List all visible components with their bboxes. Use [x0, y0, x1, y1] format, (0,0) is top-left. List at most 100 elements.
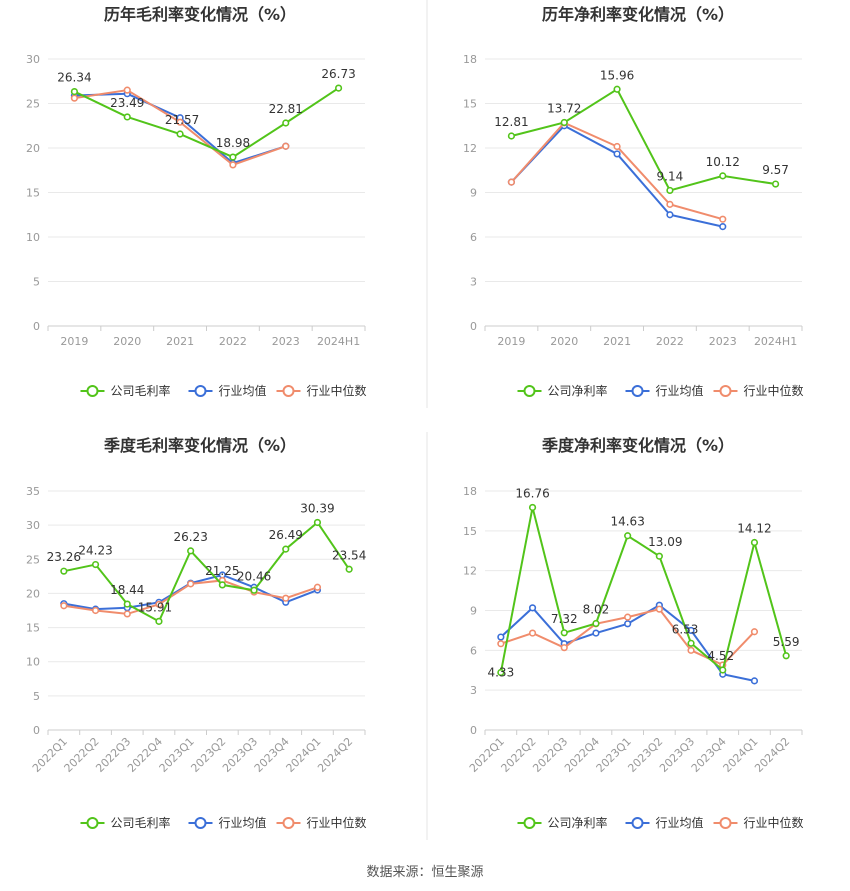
y-tick-label: 0 [33, 320, 40, 333]
data-point-company [560, 629, 568, 637]
y-tick-label: 15 [26, 622, 40, 635]
chart-quarterly-gross: 季度毛利率变化情况（%）051015202530352022Q12022Q220… [26, 436, 367, 830]
x-tick-label: 2023 [272, 335, 300, 348]
x-tick-label: 2020 [550, 335, 578, 348]
data-point-industry_median [624, 613, 632, 621]
data-point-industry_median [666, 200, 674, 208]
legend-marker-company [86, 385, 99, 397]
data-point-company [91, 560, 100, 569]
data-point-industry_avg [719, 223, 727, 231]
y-tick-label: 12 [463, 565, 477, 578]
data-label: 23.26 [47, 550, 81, 564]
y-tick-label: 35 [26, 485, 40, 498]
y-tick-label: 20 [26, 587, 40, 600]
data-point-industry_median [655, 605, 663, 613]
series-company: 4.33 16.76 7.32 8.02 14.63 13.09 6.53 4.52 14.12… [487, 486, 799, 679]
data-point-industry_median [282, 142, 290, 150]
y-tick-label: 5 [33, 690, 40, 703]
series-line-industry_avg [510, 124, 723, 228]
legend-label-industry_avg: 行业均值 [219, 383, 267, 398]
data-label: 8.02 [583, 603, 610, 617]
chart-title: 历年净利率变化情况（%） [542, 5, 734, 24]
data-label: 15.91 [138, 600, 172, 614]
chart-annual-gross: 历年毛利率变化情况（%） 0 5 10 15 20 25 30 2019 2020 2021 2022… [26, 5, 367, 398]
y-tick-label: 25 [26, 98, 40, 111]
y-tick-label: 3 [470, 684, 477, 697]
y-tick-label: 5 [33, 276, 40, 289]
data-label: 22.81 [269, 102, 303, 116]
y-tick-label: 10 [26, 656, 40, 669]
data-point-company [60, 567, 68, 575]
data-point-industry_avg [687, 626, 695, 635]
data-label: 12.81 [494, 115, 528, 129]
legend-marker-industry_median [719, 817, 732, 829]
data-point-industry_median [176, 118, 184, 126]
data-point-company [313, 518, 322, 527]
data-point-company [560, 118, 568, 127]
legend-label-industry_median: 行业中位数 [744, 815, 804, 830]
data-label: 9.14 [657, 169, 684, 183]
data-point-industry_avg [613, 150, 621, 158]
data-point-company [507, 132, 516, 140]
y-tick-label: 30 [26, 519, 40, 532]
data-label: 18.98 [216, 136, 250, 150]
data-point-industry_median [229, 161, 237, 169]
legend-label-industry_median: 行业中位数 [307, 815, 367, 830]
data-point-industry_avg [528, 604, 537, 612]
data-point-industry_median [123, 86, 131, 94]
data-point-company [218, 581, 226, 589]
data-point-company [528, 503, 537, 512]
data-point-industry_avg [666, 211, 674, 219]
data-point-company [624, 532, 632, 540]
series-industry_median [70, 86, 290, 169]
y-tick-label: 30 [26, 53, 40, 66]
data-point-company [282, 545, 290, 553]
legend-marker-industry_avg [194, 385, 207, 397]
data-point-industry_median [750, 628, 759, 636]
series-industry_avg [60, 571, 322, 613]
data-label: 26.34 [57, 71, 91, 85]
x-tick-label: 2024Q2 [752, 735, 792, 775]
x-tick-label: 2019 [497, 335, 525, 348]
x-tick-label: 2022 [219, 335, 247, 348]
data-point-industry_median [613, 142, 621, 151]
data-label: 21.25 [205, 564, 239, 578]
x-tick-label: 2019 [60, 335, 88, 348]
legend-label-company: 公司毛利率 [111, 815, 171, 830]
legend-marker-industry_median [282, 385, 295, 397]
data-label: 21.57 [165, 113, 199, 127]
series-line-industry_avg [74, 92, 287, 165]
y-tick-label: 15 [463, 98, 477, 111]
data-label: 6.53 [672, 622, 699, 636]
legend-marker-company [523, 817, 536, 829]
legend-label-industry_avg: 行业均值 [656, 815, 704, 830]
legend-marker-industry_avg [194, 817, 207, 829]
data-point-company [123, 113, 131, 121]
y-tick-label: 0 [470, 724, 477, 737]
legend-label-industry_median: 行业中位数 [307, 383, 367, 398]
data-label: 7.32 [551, 612, 578, 626]
data-point-industry_median [282, 594, 290, 602]
data-point-industry_avg [497, 633, 505, 641]
chart-quarterly-net: 季度净利率变化情况（%）03691215182022Q12022Q22022Q3… [463, 436, 804, 830]
data-label: 16.76 [515, 486, 549, 500]
x-tick-label: 2022 [656, 335, 684, 348]
y-tick-label: 15 [26, 187, 40, 200]
legend-label-industry_avg: 行业均值 [219, 815, 267, 830]
data-point-company [771, 180, 780, 188]
y-tick-label: 9 [470, 187, 477, 200]
data-point-industry_avg [750, 677, 759, 685]
data-point-company [176, 130, 184, 138]
chart-title: 季度毛利率变化情况（%） [103, 436, 296, 455]
series-line-company [499, 507, 788, 673]
y-tick-label: 18 [463, 53, 477, 66]
data-point-company [613, 85, 621, 93]
legend: 公司毛利率 行业均值 行业中位数 [80, 383, 367, 398]
data-label: 15.96 [600, 68, 634, 82]
legend-label-company: 公司毛利率 [111, 383, 171, 398]
data-label: 18.44 [110, 583, 144, 597]
y-tick-label: 0 [33, 724, 40, 737]
data-label: 26.49 [269, 528, 303, 542]
data-point-industry_median [60, 602, 68, 610]
